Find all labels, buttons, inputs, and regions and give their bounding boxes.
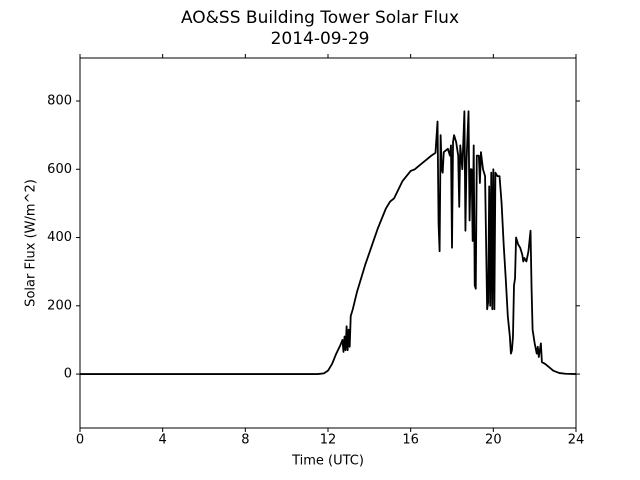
x-tick-label: 0 xyxy=(76,433,84,448)
x-tick-label: 4 xyxy=(159,433,167,448)
y-tick-label: 0 xyxy=(64,367,72,382)
y-tick-label: 400 xyxy=(47,230,72,245)
data-line xyxy=(80,110,577,375)
chart-title: AO&SS Building Tower Solar Flux xyxy=(181,8,459,28)
y-tick-label: 600 xyxy=(47,162,72,177)
y-axis-label: Solar Flux (W/m^2) xyxy=(24,179,39,307)
x-tick-label: 24 xyxy=(568,433,585,448)
x-tick-label: 20 xyxy=(485,433,502,448)
x-tick-label: 12 xyxy=(320,433,337,448)
y-tick-label: 200 xyxy=(47,298,72,313)
y-tick-label: 800 xyxy=(47,94,72,109)
x-tick-label: 8 xyxy=(241,433,249,448)
x-tick-label: 16 xyxy=(402,433,419,448)
x-axis-label: Time (UTC) xyxy=(291,454,364,469)
plot-frame xyxy=(79,57,577,429)
chart-subtitle: 2014-09-29 xyxy=(271,29,370,49)
